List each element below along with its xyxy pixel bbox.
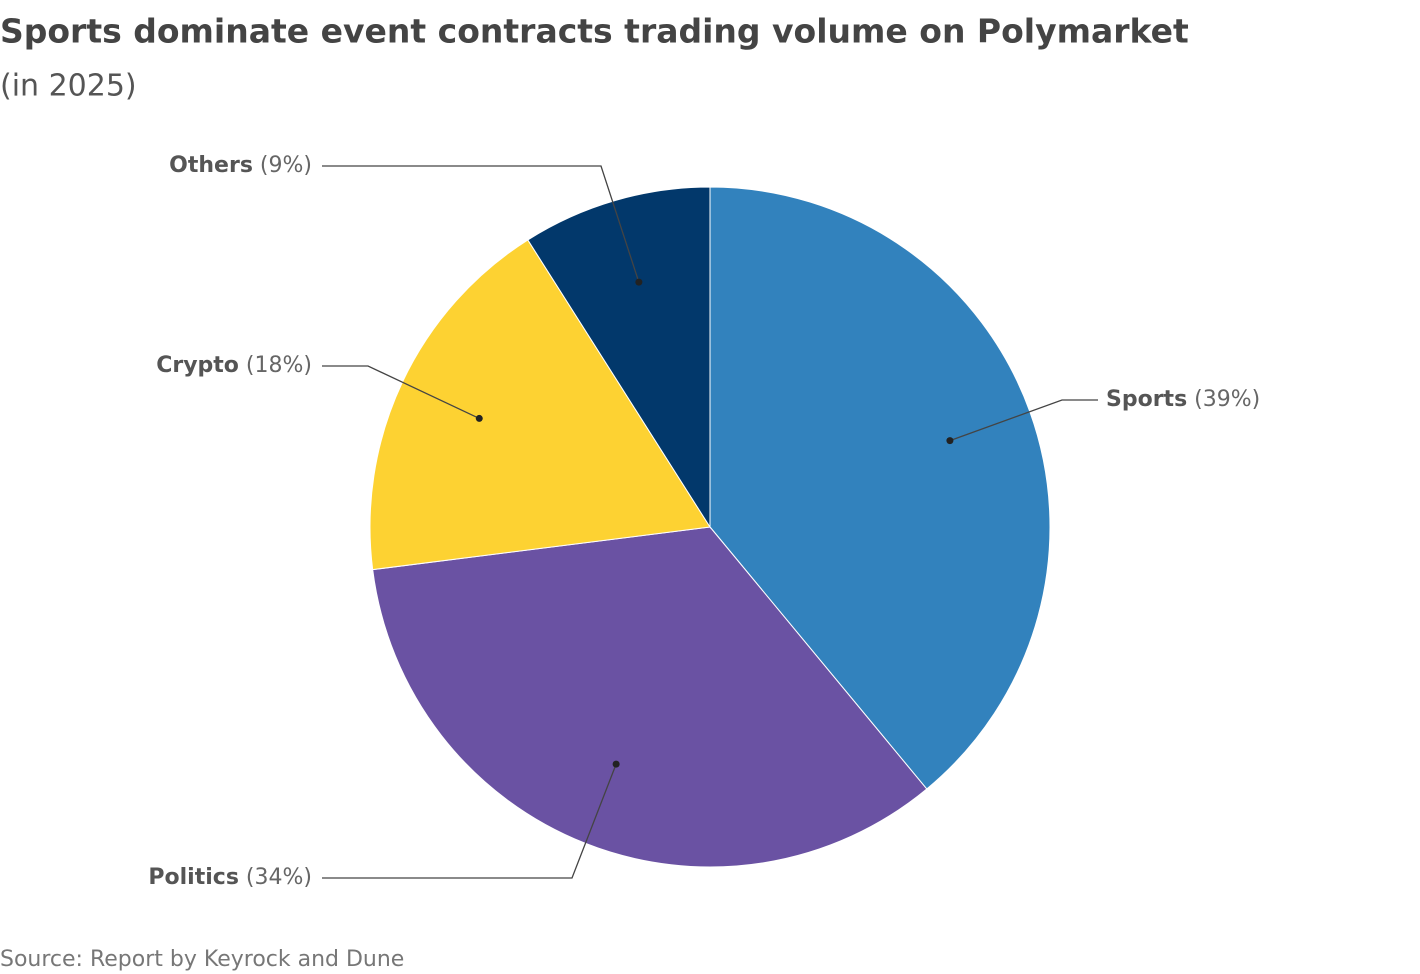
leader-line	[322, 165, 640, 283]
slice-label: Politics (34%)	[148, 865, 312, 890]
pie-slice	[527, 186, 711, 529]
leader-line	[322, 365, 480, 420]
leader-line	[322, 763, 617, 879]
chart-title: Sports dominate event contracts trading …	[0, 12, 1189, 51]
leader-dot	[475, 414, 483, 422]
category-name: Crypto	[156, 353, 239, 378]
value-label: (9%)	[260, 153, 312, 178]
source: Source: Report by Keyrock and Dune	[0, 947, 404, 972]
value-label: (34%)	[246, 865, 312, 890]
slice-label: Others (9%)	[169, 153, 312, 178]
category-name: Sports	[1106, 387, 1187, 412]
leader-dot	[612, 760, 620, 768]
slice-label: Sports (39%)	[1106, 387, 1260, 412]
leader-dot	[635, 278, 643, 286]
category-name: Politics	[148, 865, 239, 890]
chart-subtitle: (in 2025)	[0, 69, 137, 104]
value-label: (18%)	[246, 353, 312, 378]
category-name: Others	[169, 153, 253, 178]
slice-label: Crypto (18%)	[156, 353, 312, 378]
leader-line	[949, 399, 1098, 442]
value-label: (39%)	[1194, 387, 1260, 412]
leader-dot	[946, 437, 954, 445]
